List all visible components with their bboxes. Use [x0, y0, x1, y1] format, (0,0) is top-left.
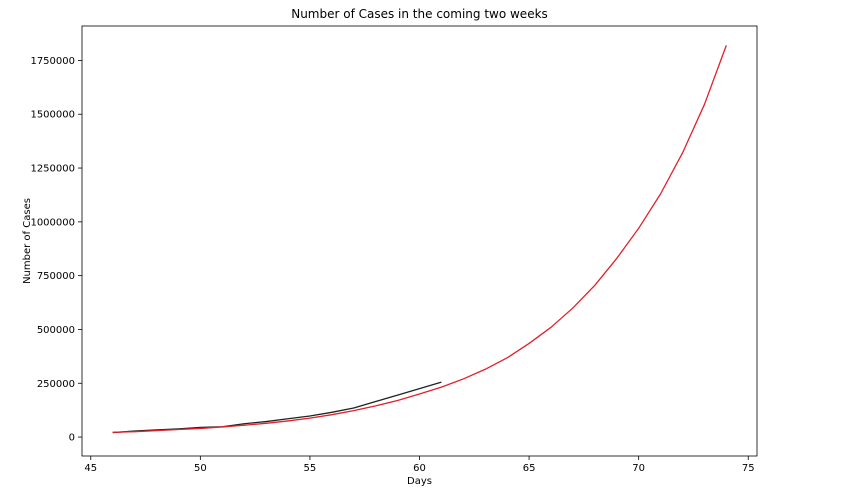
x-tick-label: 75	[742, 463, 755, 474]
chart-title: Number of Cases in the coming two weeks	[291, 7, 548, 21]
plot-area	[112, 45, 727, 434]
x-tick-label: 45	[84, 463, 97, 474]
plot-frame	[81, 25, 758, 457]
y-tick-label: 500000	[37, 325, 75, 336]
y-axis-label: Number of Cases	[22, 198, 33, 284]
series-line-1	[112, 381, 442, 434]
series-line-2	[112, 45, 727, 433]
x-tick-label: 55	[304, 463, 317, 474]
x-tick-label: 70	[632, 463, 645, 474]
x-tick-label: 50	[194, 463, 207, 474]
y-tick-label: 1500000	[30, 110, 75, 121]
y-tick-label: 750000	[37, 271, 75, 282]
x-axis-label: Days	[407, 476, 432, 487]
y-tick-label: 0	[69, 433, 75, 444]
x-tick-label: 60	[413, 463, 426, 474]
y-tick-label: 1250000	[30, 164, 75, 175]
y-tick-label: 250000	[37, 379, 75, 390]
y-tick-label: 1750000	[30, 56, 75, 67]
x-axis: 45 50 55 60 65 70 75	[84, 456, 755, 474]
y-tick-label: 1000000	[30, 217, 75, 228]
y-axis: 0 250000 500000 750000 1000000 1250000 1500000…	[30, 56, 82, 444]
x-tick-label: 65	[523, 463, 536, 474]
